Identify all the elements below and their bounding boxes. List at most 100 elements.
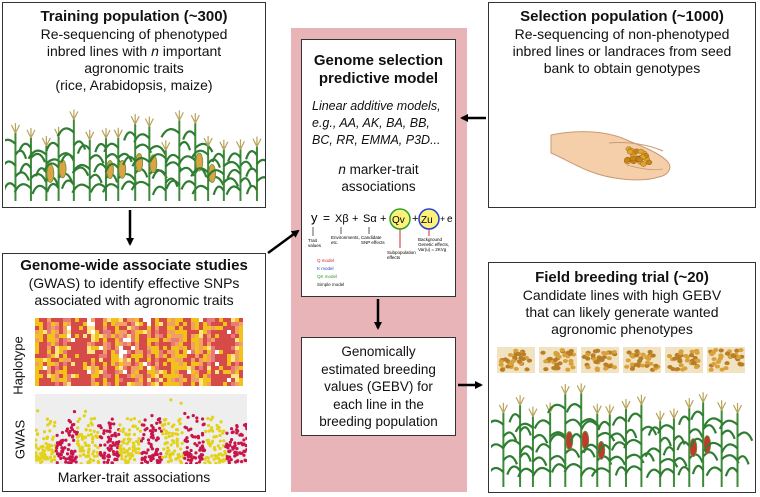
maize-plant <box>160 110 196 201</box>
heatmap-cell <box>83 350 88 355</box>
heatmap-cell <box>95 334 100 339</box>
heatmap-cell <box>115 334 120 339</box>
heatmap-cell <box>179 366 184 371</box>
heatmap-cell <box>163 318 168 323</box>
heatmap-cell <box>59 350 64 355</box>
heatmap-cell <box>79 366 84 371</box>
heatmap-cell <box>179 318 184 323</box>
manhattan-point <box>146 438 151 442</box>
heatmap-cell <box>183 374 188 379</box>
heatmap-cell <box>119 318 124 323</box>
gwas-manhattan-plot <box>35 394 247 464</box>
heatmap-cell <box>99 322 104 327</box>
manhattan-point <box>124 433 128 437</box>
heatmap-cell <box>195 382 200 386</box>
heatmap-cell <box>47 362 52 367</box>
heatmap-cell <box>87 334 92 339</box>
heatmap-cell <box>171 326 176 331</box>
manhattan-point <box>52 455 57 459</box>
manhattan-point <box>39 460 43 464</box>
heatmap-cell <box>195 366 200 371</box>
heatmap-cell <box>83 358 88 363</box>
heatmap-cell <box>43 358 48 363</box>
heatmap-cell <box>55 342 60 347</box>
manhattan-point <box>105 460 110 464</box>
heatmap-cell <box>147 326 152 331</box>
manhattan-point <box>165 452 169 456</box>
manhattan-point <box>65 429 69 433</box>
heatmap-cell <box>47 338 52 343</box>
manhattan-point <box>72 410 77 414</box>
heatmap-cell <box>111 378 116 383</box>
field-maize-illustration <box>491 383 754 487</box>
heatmap-cell <box>167 342 172 347</box>
manhattan-point <box>138 429 143 433</box>
manhattan-point <box>42 430 47 434</box>
heatmap-cell <box>131 318 136 323</box>
heatmap-cell <box>139 370 144 375</box>
heatmap-cell <box>155 330 160 335</box>
heatmap-cell <box>155 378 160 383</box>
heatmap-cell <box>127 362 132 367</box>
manhattan-point <box>79 462 83 464</box>
manhattan-point <box>85 454 90 458</box>
heatmap-cell <box>167 350 172 355</box>
heatmap-cell <box>159 362 164 367</box>
heatmap-cell <box>211 370 216 375</box>
heatmap-cell <box>43 338 48 343</box>
manhattan-point <box>143 455 147 459</box>
gwas-desc: (GWAS) to identify effective SNPs associ… <box>28 275 240 308</box>
heatmap-cell <box>139 334 144 339</box>
manhattan-point <box>218 433 222 438</box>
heatmap-cell <box>35 366 40 371</box>
manhattan-point <box>161 455 165 459</box>
manhattan-point <box>112 422 116 426</box>
heatmap-cell <box>171 330 176 335</box>
heatmap-cell <box>127 330 132 335</box>
manhattan-point <box>62 456 66 460</box>
heatmap-cell <box>143 338 148 343</box>
heatmap-cell <box>159 354 164 359</box>
manhattan-point <box>151 433 155 437</box>
manhattan-point <box>125 442 129 446</box>
heatmap-cell <box>75 370 80 375</box>
heatmap-cell <box>123 370 128 375</box>
heatmap-cell <box>103 326 108 331</box>
heatmap-cell <box>151 322 156 327</box>
heatmap-cell <box>239 318 243 323</box>
heatmap-cell <box>171 378 176 383</box>
heatmap-cell <box>35 342 40 347</box>
manhattan-point <box>42 437 46 441</box>
heatmap-cell <box>131 374 136 379</box>
manhattan-point <box>218 439 223 443</box>
heatmap-cell <box>103 322 108 327</box>
heatmap-cell <box>59 382 64 386</box>
heatmap-cell <box>139 338 144 343</box>
manhattan-point <box>239 441 243 445</box>
manhattan-point <box>233 443 237 448</box>
manhattan-point <box>149 442 153 447</box>
heatmap-cell <box>75 354 80 359</box>
manhattan-point <box>113 443 117 447</box>
manhattan-point <box>86 424 90 428</box>
heatmap-cell <box>207 378 212 383</box>
manhattan-point <box>212 457 216 461</box>
manhattan-point <box>164 432 168 436</box>
heatmap-cell <box>191 366 196 371</box>
heatmap-cell <box>75 382 80 386</box>
manhattan-point <box>244 443 247 448</box>
manhattan-point <box>54 449 58 453</box>
manhattan-point <box>70 427 75 432</box>
heatmap-cell <box>211 322 216 327</box>
heatmap-cell <box>71 326 76 331</box>
heatmap-cell <box>203 346 208 351</box>
manhattan-point <box>120 457 124 461</box>
heatmap-cell <box>219 338 224 343</box>
heatmap-cell <box>215 374 220 379</box>
heatmap-cell <box>175 378 180 383</box>
heatmap-cell <box>55 366 60 371</box>
manhattan-point <box>200 431 205 436</box>
heatmap-cell <box>211 326 216 331</box>
heatmap-cell <box>215 326 220 331</box>
manhattan-point <box>36 447 40 451</box>
